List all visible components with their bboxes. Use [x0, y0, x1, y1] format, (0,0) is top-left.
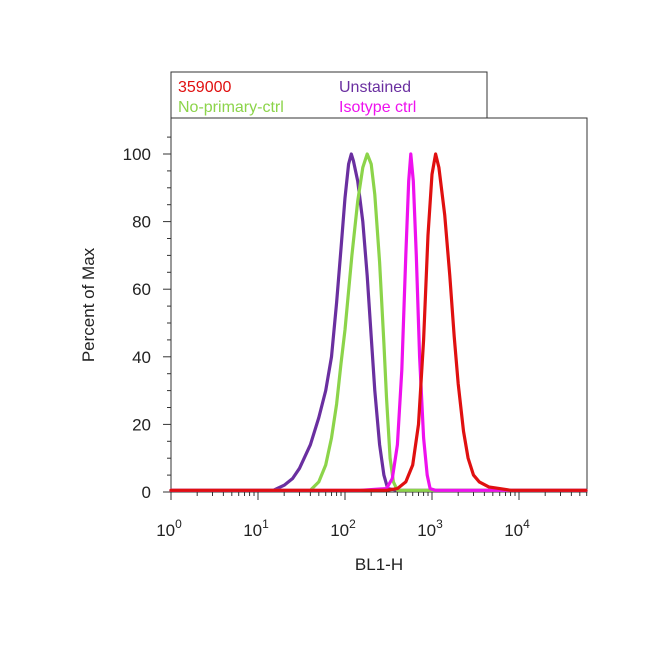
series-curves [169, 152, 588, 492]
legend: 359000 Unstained No-primary-ctrl Isotype… [170, 71, 488, 119]
x-tick-label: 104 [504, 517, 530, 540]
legend-item-no-primary-ctrl: No-primary-ctrl [178, 99, 284, 116]
legend-item-359000: 359000 [178, 79, 231, 96]
series-line-no-primary-ctrl [169, 152, 588, 492]
series-line-isotype-ctrl [169, 152, 588, 492]
x-tick-label: 102 [330, 517, 356, 540]
plot-frame [170, 117, 588, 493]
y-tick-label: 40 [132, 348, 151, 367]
legend-item-unstained: Unstained [339, 79, 411, 96]
series-line-unstained [169, 152, 588, 492]
y-tick-label: 100 [123, 145, 151, 164]
x-axis-title: BL1-H [355, 555, 403, 574]
x-tick-label: 103 [417, 517, 443, 540]
y-tick-label: 0 [142, 483, 151, 502]
legend-item-isotype-ctrl: Isotype ctrl [339, 99, 416, 116]
y-tick-label: 80 [132, 213, 151, 232]
legend-box [170, 71, 488, 119]
y-axis: 0 20 40 60 80 100 [123, 136, 171, 502]
series-line-359000 [169, 152, 588, 492]
x-tick-label: 101 [243, 517, 269, 540]
y-tick-label: 20 [132, 415, 151, 434]
x-axis: 100 101 102 103 104 [156, 492, 588, 540]
y-tick-label: 60 [132, 280, 151, 299]
x-tick-label: 100 [156, 517, 182, 540]
y-axis-title: Percent of Max [79, 247, 98, 362]
